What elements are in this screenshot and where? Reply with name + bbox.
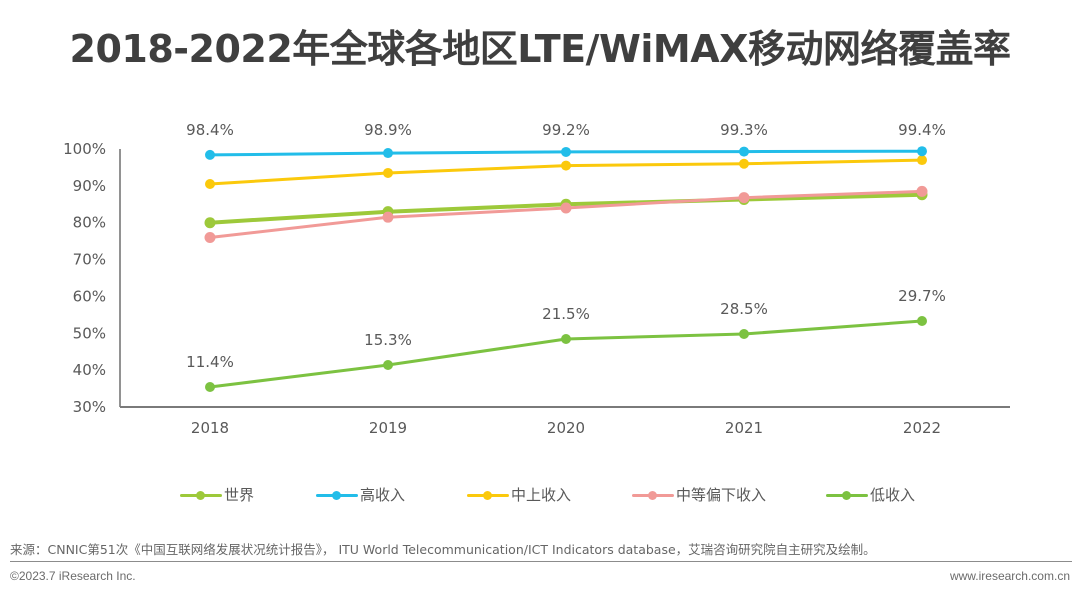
series-4 <box>205 316 927 392</box>
y-tick-label: 70% <box>73 251 106 269</box>
data-point <box>382 211 394 223</box>
y-tick-label: 100% <box>63 140 106 158</box>
data-point <box>917 316 927 326</box>
data-point <box>204 231 216 243</box>
legend-label: 高收入 <box>360 486 406 504</box>
source-note: 来源：CNNIC第51次《中国互联网络发展状况统计报告》， ITU World … <box>10 542 876 557</box>
legend-line-marker-icon <box>632 488 674 502</box>
y-tick-label: 90% <box>73 177 106 195</box>
legend-label: 中上收入 <box>511 486 572 504</box>
y-tick-label: 40% <box>73 361 106 379</box>
data-point <box>739 329 749 339</box>
data-point <box>916 185 928 197</box>
chart-title: 2018-2022年全球各地区LTE/WiMAX移动网络覆盖率 <box>69 27 1011 71</box>
legend-item[interactable]: 低收入 <box>826 484 915 505</box>
x-tick-label: 2019 <box>369 419 407 437</box>
data-point <box>917 155 927 166</box>
data-point <box>917 146 927 157</box>
data-label: 98.9% <box>364 121 412 139</box>
data-point <box>383 167 393 178</box>
data-label: 99.4% <box>898 121 946 139</box>
y-tick-label: 60% <box>73 287 106 305</box>
footer-divider <box>10 561 1072 562</box>
series-1 <box>205 146 927 160</box>
data-point <box>205 149 215 160</box>
legend-item[interactable]: 高收入 <box>316 484 405 505</box>
series-line <box>208 319 924 389</box>
copyright: ©2023.7 iResearch Inc. <box>10 569 136 583</box>
legend-line-marker-icon <box>467 488 509 502</box>
legend-item[interactable]: 中上收入 <box>467 484 571 505</box>
data-point <box>204 217 216 229</box>
axes <box>119 149 1010 408</box>
data-point <box>739 158 749 169</box>
data-point <box>205 382 215 392</box>
legend-label: 世界 <box>224 486 255 504</box>
legend-line-marker-icon <box>316 488 358 502</box>
data-label: 99.2% <box>542 121 590 139</box>
y-tick-labels: 30% 40% 50% 60% 70% 80% 90% 100% <box>63 140 106 416</box>
x-tick-label: 2021 <box>725 419 763 437</box>
data-label: 28.5% <box>720 300 768 318</box>
data-point <box>383 148 393 159</box>
y-tick-label: 30% <box>73 398 106 416</box>
x-tick-label: 2018 <box>191 419 229 437</box>
data-point <box>205 179 215 190</box>
x-tick-labels: 2018 2019 2020 2021 2022 <box>191 419 941 437</box>
data-point <box>561 146 571 157</box>
legend-label: 低收入 <box>870 486 916 504</box>
series-group <box>204 146 928 392</box>
legend-line-marker-icon <box>826 488 868 502</box>
data-label: 11.4% <box>186 353 234 371</box>
legend-line-marker-icon <box>180 488 222 502</box>
legend-item[interactable]: 中等偏下收入 <box>632 484 766 505</box>
x-tick-label: 2022 <box>903 419 941 437</box>
legend-item[interactable]: 世界 <box>180 484 254 505</box>
x-tick-label: 2020 <box>547 419 585 437</box>
y-tick-label: 50% <box>73 324 106 342</box>
website-link[interactable]: www.iresearch.com.cn <box>949 569 1070 583</box>
data-point <box>739 146 749 157</box>
data-point <box>561 160 571 171</box>
y-tick-label: 80% <box>73 214 106 232</box>
data-label: 98.4% <box>186 121 234 139</box>
data-point <box>561 334 571 344</box>
data-label: 21.5% <box>542 305 590 323</box>
series-2 <box>205 155 927 190</box>
legend: 世界 高收入 中上收入 中等偏下收入 低收入 <box>0 484 1080 508</box>
data-point <box>738 192 750 204</box>
series-3 <box>204 185 928 243</box>
data-label: 99.3% <box>720 121 768 139</box>
data-label: 29.7% <box>898 287 946 305</box>
data-labels: 11.4% 15.3% 21.5% 28.5% 29.7% 98.4% 98.9% 99.2%… <box>186 121 946 371</box>
data-point <box>383 360 393 370</box>
legend-label: 中等偏下收入 <box>676 486 767 504</box>
data-label: 15.3% <box>364 331 412 349</box>
data-point <box>560 202 572 214</box>
